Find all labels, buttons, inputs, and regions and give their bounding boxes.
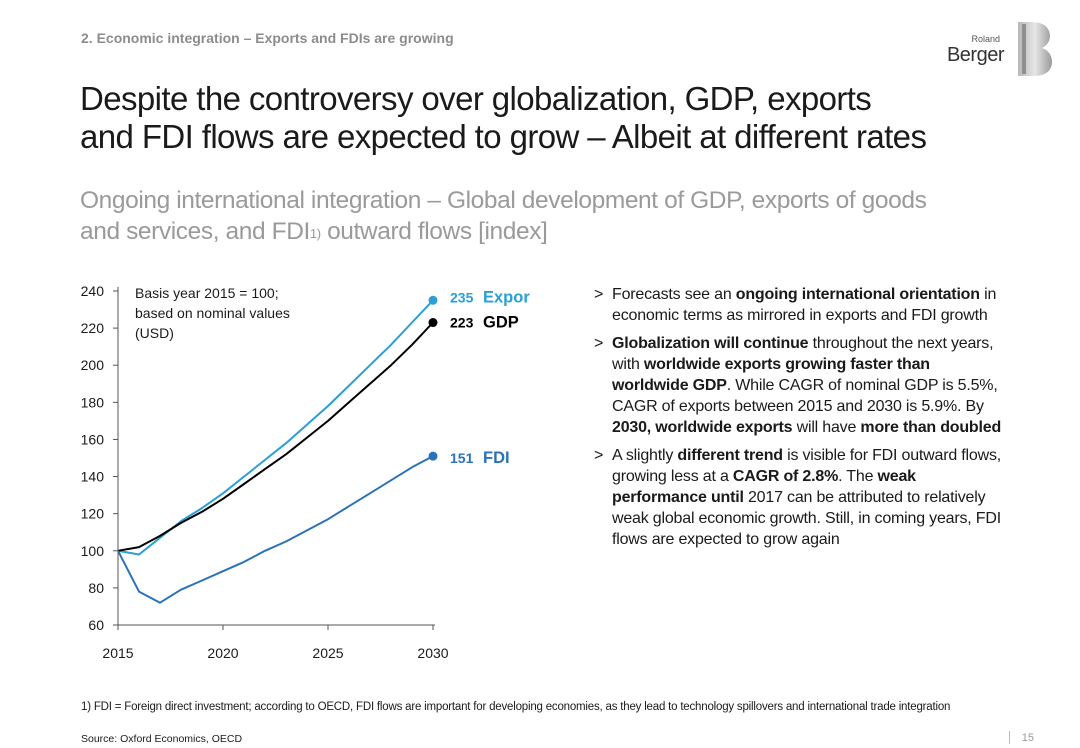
x-tick-label: 2020 (207, 645, 238, 661)
series-end-value: 223 (450, 315, 474, 331)
series-line-fdi (117, 455, 434, 604)
subtitle-footnote-ref: 1) (309, 226, 321, 241)
logo-b-mark-icon (1018, 22, 1052, 76)
bullet-emphasis: worldwide exports growing faster than wo… (612, 356, 930, 394)
line-chart: 60 80 100 120 140 160 180 200 220 240 2015 2020 2025… (81, 283, 530, 661)
roland-berger-logo: Roland Berger (944, 22, 1054, 76)
series-name-label: Exports (483, 288, 530, 306)
bullet-text: throughout the next years, with (612, 335, 994, 373)
bullet-emphasis: weak performance until (612, 468, 916, 506)
bullet-marker: > (594, 447, 604, 464)
y-tick-label: 80 (88, 580, 104, 596)
page-number: 15 (1021, 732, 1034, 744)
bullet-marker: > (594, 286, 604, 303)
series-end-marker-fdi (428, 451, 438, 461)
series-end-value: 235 (450, 289, 474, 305)
subtitle-tail: outward flows [index] (320, 218, 548, 245)
bullet-marker: > (594, 335, 604, 352)
chart-annotation: based on nominal values (135, 305, 290, 321)
bullet-text: A slightly (612, 447, 678, 464)
y-tick-label: 60 (88, 617, 104, 633)
title-line-1: Despite the controversy over globalizati… (80, 80, 872, 117)
bullet-text: will have (792, 419, 861, 436)
bullet-text: . While CAGR of nominal GDP is 5.5%, CAG… (612, 377, 998, 415)
subtitle-text: Ongoing international integration – Glob… (80, 187, 927, 245)
bullet-item: > Forecasts see an ongoing international … (594, 284, 1004, 326)
y-tick-label: 120 (81, 506, 105, 522)
bullet-item: > A slightly different trend is visible f… (594, 445, 1004, 550)
bullet-text: Forecasts see an (612, 286, 736, 303)
logo-small-text: Roland (971, 34, 1000, 44)
section-header: 2. Economic integration – Exports and FD… (81, 30, 454, 46)
x-tick-label: 2030 (417, 645, 448, 661)
bullet-emphasis: more than doubled (860, 419, 1002, 436)
y-tick-label: 200 (81, 357, 105, 373)
y-tick-label: 140 (81, 469, 105, 485)
y-tick-label: 240 (81, 283, 105, 299)
bullet-list: > Forecasts see an ongoing international … (594, 284, 1004, 557)
series-end-marker-exports (428, 295, 438, 305)
bullet-emphasis: 2030, worldwide exports (612, 419, 793, 436)
series-end-value: 151 (450, 450, 474, 466)
page-subtitle: Ongoing international integration – Glob… (80, 185, 940, 247)
series-name-label: FDI (483, 449, 510, 467)
page-separator (1009, 731, 1010, 744)
footnote: 1) FDI = Foreign direct investment; acco… (81, 701, 951, 713)
bullet-text: in economic terms as mirrored in exports… (612, 286, 997, 324)
bullet-emphasis: ongoing international orientation (735, 286, 980, 303)
x-tick-label: 2025 (312, 645, 343, 661)
page-title: Despite the controversy over globalizati… (80, 80, 960, 156)
bullet-emphasis: CAGR of 2.8% (732, 468, 839, 485)
logo-big-text: Berger (946, 44, 1005, 66)
chart-annotation: (USD) (135, 325, 174, 341)
bullet-text: 2017 can be attributed to relatively wea… (612, 489, 1001, 548)
y-tick-label: 220 (81, 320, 105, 336)
chart-annotation: Basis year 2015 = 100; (135, 285, 279, 301)
series-end-marker-gdp (428, 318, 438, 328)
y-tick-label: 180 (81, 394, 105, 410)
bullet-emphasis: Globalization will continue (612, 335, 809, 352)
bullet-item: > Globalization will continue throughout … (594, 333, 1004, 438)
series-name-label: GDP (483, 314, 519, 332)
bullet-emphasis: different trend (677, 447, 783, 464)
y-tick-label: 100 (81, 543, 105, 559)
source-note: Source: Oxford Economics, OECD (81, 733, 243, 745)
bullet-text: . The (838, 468, 878, 485)
x-tick-label: 2015 (102, 645, 133, 661)
series-line-gdp (117, 321, 434, 552)
y-tick-label: 160 (81, 431, 105, 447)
bullet-text: is visible for FDI outward flows, growin… (612, 447, 1001, 485)
title-line-2: and FDI flows are expected to grow – Alb… (80, 118, 927, 155)
